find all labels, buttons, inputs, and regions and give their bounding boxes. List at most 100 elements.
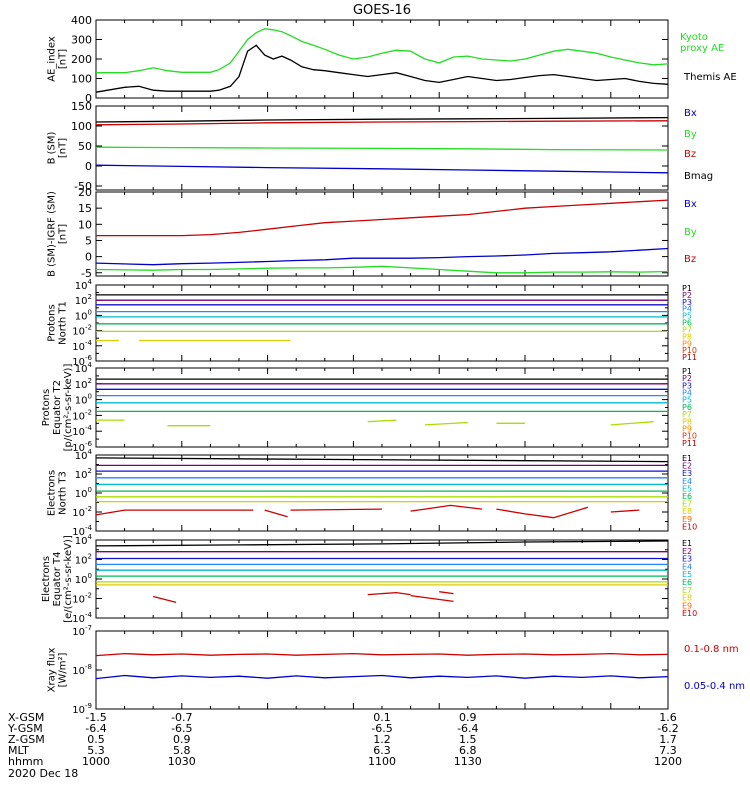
ephemeris-value: 1030 bbox=[168, 755, 196, 768]
series-line-bmag bbox=[95, 116, 669, 123]
y-tick-label: 10-2 bbox=[72, 324, 92, 338]
y-tick-label: 104 bbox=[75, 448, 93, 462]
ephemeris-value: 7.3 bbox=[659, 744, 677, 757]
ephemeris-value: -6.2 bbox=[657, 722, 678, 735]
legend-label: E9 bbox=[682, 601, 692, 610]
legend-label: E6 bbox=[682, 578, 692, 587]
y-axis-title: [e/(cm²-s-sr-keV)] bbox=[63, 535, 74, 623]
y-axis-title: [p/(cm²-s-sr-keV)] bbox=[63, 364, 74, 452]
ephemeris-value: 1100 bbox=[368, 755, 396, 768]
y-tick-label: 102 bbox=[75, 377, 92, 391]
legend-label: P11 bbox=[682, 439, 697, 448]
ephemeris-value: -6.5 bbox=[171, 722, 192, 735]
ephemeris-value: 1130 bbox=[454, 755, 482, 768]
series-line-by bbox=[95, 146, 669, 151]
legend-label: P5 bbox=[682, 396, 692, 405]
legend-label: P10 bbox=[682, 432, 697, 441]
y-axis-title: North T3 bbox=[58, 471, 69, 515]
legend-label: P11 bbox=[682, 353, 697, 362]
chart-title: GOES-16 bbox=[353, 3, 411, 18]
legend-label: P9 bbox=[682, 424, 692, 433]
ephemeris-value: 5.8 bbox=[173, 744, 191, 757]
legend-label: By bbox=[684, 129, 697, 140]
legend-label: P7 bbox=[682, 325, 692, 334]
series-segment bbox=[439, 591, 454, 595]
legend-label: Bmag bbox=[684, 171, 713, 182]
series-segment bbox=[424, 421, 468, 426]
ephemeris-value: 0.9 bbox=[173, 733, 191, 746]
ephemeris-value: 1000 bbox=[82, 755, 110, 768]
series-line-bx bbox=[95, 164, 669, 174]
ephemeris-value: -6.4 bbox=[457, 722, 478, 735]
ephemeris-value: 0.9 bbox=[459, 711, 477, 724]
legend-label: P10 bbox=[682, 346, 697, 355]
legend-label: P3 bbox=[682, 381, 692, 390]
y-axis-title: Equator T4 bbox=[52, 552, 63, 607]
legend-label: P2 bbox=[682, 291, 692, 300]
panel-frame bbox=[95, 284, 669, 362]
y-tick-label: 15 bbox=[78, 202, 92, 215]
series-segment bbox=[610, 509, 640, 513]
series-line-bx bbox=[95, 247, 669, 266]
y-tick-label: 104 bbox=[75, 361, 93, 375]
legend-label: E1 bbox=[682, 454, 692, 463]
y-axis-title: Protons bbox=[41, 389, 52, 426]
legend-label: Bx bbox=[684, 199, 697, 210]
legend-label: Kyoto bbox=[680, 32, 708, 43]
series-line-bz bbox=[95, 120, 669, 126]
series-segment bbox=[290, 508, 383, 511]
legend-label: Bx bbox=[684, 108, 697, 119]
y-tick-label: 0 bbox=[85, 251, 92, 264]
y-tick-label: 10-2 bbox=[72, 408, 92, 422]
y-axis-title: [W/m²] bbox=[58, 652, 69, 687]
series-line-0-1-0-8-nm bbox=[95, 652, 669, 657]
ephemeris-label: MLT bbox=[8, 744, 29, 757]
legend-label: Bz bbox=[684, 254, 696, 265]
legend-label: P4 bbox=[682, 389, 692, 398]
y-tick-label: 10-8 bbox=[72, 663, 92, 677]
legend-label: Bz bbox=[684, 149, 696, 160]
y-tick-label: 50 bbox=[78, 140, 92, 153]
ephemeris-value: 0.5 bbox=[87, 733, 105, 746]
ephemeris-value: -0.7 bbox=[171, 711, 192, 724]
y-tick-label: 104 bbox=[75, 278, 93, 292]
ephemeris-value: 1.7 bbox=[659, 733, 677, 746]
y-axis-title: [nT] bbox=[58, 224, 69, 244]
ephemeris-value: 5.3 bbox=[87, 744, 105, 757]
legend-label: E7 bbox=[682, 500, 692, 509]
legend-label: P1 bbox=[682, 367, 692, 376]
panel-7: 10-4 10-2 100 102 104 Electrons Equator T4 [e/(… bbox=[41, 533, 697, 625]
legend-label: proxy AE bbox=[680, 43, 724, 54]
y-tick-label: 100 bbox=[75, 572, 92, 586]
y-tick-label: 10-7 bbox=[72, 624, 92, 638]
legend-label: E3 bbox=[682, 555, 692, 564]
y-tick-label: 0 bbox=[85, 160, 92, 173]
ephemeris-label: hhmm bbox=[8, 755, 43, 768]
legend-label: E5 bbox=[682, 570, 692, 579]
legend-label: E3 bbox=[682, 469, 692, 478]
y-tick-label: 10 bbox=[78, 218, 92, 231]
y-tick-label: 10-2 bbox=[72, 592, 92, 606]
y-tick-label: 104 bbox=[75, 533, 93, 547]
y-tick-label: 102 bbox=[75, 293, 92, 307]
legend-label: P6 bbox=[682, 319, 692, 328]
series-segment bbox=[410, 504, 483, 512]
legend-label: P9 bbox=[682, 339, 692, 348]
y-axis-title: [nT] bbox=[58, 138, 69, 158]
ephemeris-value: -1.5 bbox=[85, 711, 106, 724]
legend-label: P7 bbox=[682, 410, 692, 419]
y-axis-title: North T1 bbox=[58, 301, 69, 345]
y-tick-label: 10-4 bbox=[72, 339, 92, 353]
series-segment bbox=[95, 509, 254, 516]
y-tick-label: 400 bbox=[71, 14, 92, 27]
y-tick-label: 0 bbox=[85, 92, 92, 105]
legend-label: E8 bbox=[682, 507, 692, 516]
legend-label: P5 bbox=[682, 312, 692, 321]
series-segment bbox=[496, 506, 589, 519]
series-line-bz bbox=[96, 199, 669, 237]
ephemeris-value: -6.4 bbox=[85, 722, 106, 735]
legend-label: E4 bbox=[682, 562, 692, 571]
legend-label: E7 bbox=[682, 586, 692, 595]
